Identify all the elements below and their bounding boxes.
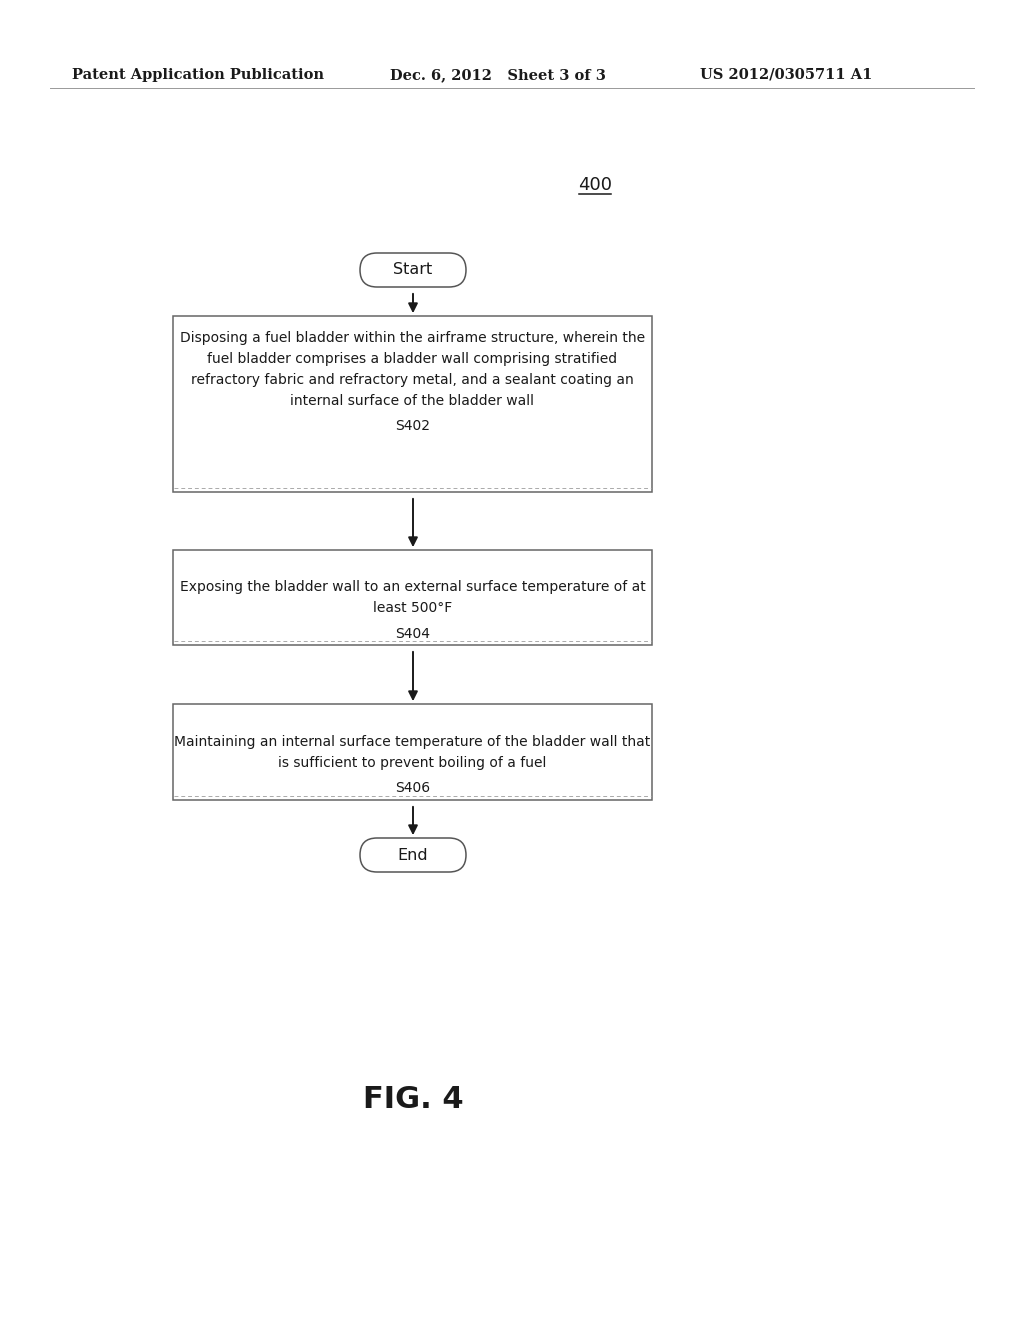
Text: refractory fabric and refractory metal, and a sealant coating an: refractory fabric and refractory metal, … xyxy=(191,374,634,387)
Bar xyxy=(173,315,652,492)
Bar xyxy=(173,704,652,800)
Bar xyxy=(173,550,652,645)
FancyBboxPatch shape xyxy=(360,838,466,873)
Text: Disposing a fuel bladder within the airframe structure, wherein the: Disposing a fuel bladder within the airf… xyxy=(180,331,645,345)
Text: Start: Start xyxy=(393,263,432,277)
Text: FIG. 4: FIG. 4 xyxy=(362,1085,463,1114)
Text: fuel bladder comprises a bladder wall comprising stratified: fuel bladder comprises a bladder wall co… xyxy=(208,352,617,366)
FancyBboxPatch shape xyxy=(360,253,466,286)
Text: S402: S402 xyxy=(395,418,430,433)
Text: S406: S406 xyxy=(395,781,430,795)
Text: Patent Application Publication: Patent Application Publication xyxy=(72,69,324,82)
Text: Dec. 6, 2012   Sheet 3 of 3: Dec. 6, 2012 Sheet 3 of 3 xyxy=(390,69,606,82)
Text: Exposing the bladder wall to an external surface temperature of at: Exposing the bladder wall to an external… xyxy=(179,581,645,594)
Text: 400: 400 xyxy=(578,176,612,194)
Text: Maintaining an internal surface temperature of the bladder wall that: Maintaining an internal surface temperat… xyxy=(174,735,650,748)
Text: US 2012/0305711 A1: US 2012/0305711 A1 xyxy=(700,69,872,82)
Text: internal surface of the bladder wall: internal surface of the bladder wall xyxy=(291,393,535,408)
Text: least 500°F: least 500°F xyxy=(373,602,453,615)
Text: is sufficient to prevent boiling of a fuel: is sufficient to prevent boiling of a fu… xyxy=(279,756,547,770)
Text: S404: S404 xyxy=(395,627,430,640)
Text: End: End xyxy=(397,847,428,862)
